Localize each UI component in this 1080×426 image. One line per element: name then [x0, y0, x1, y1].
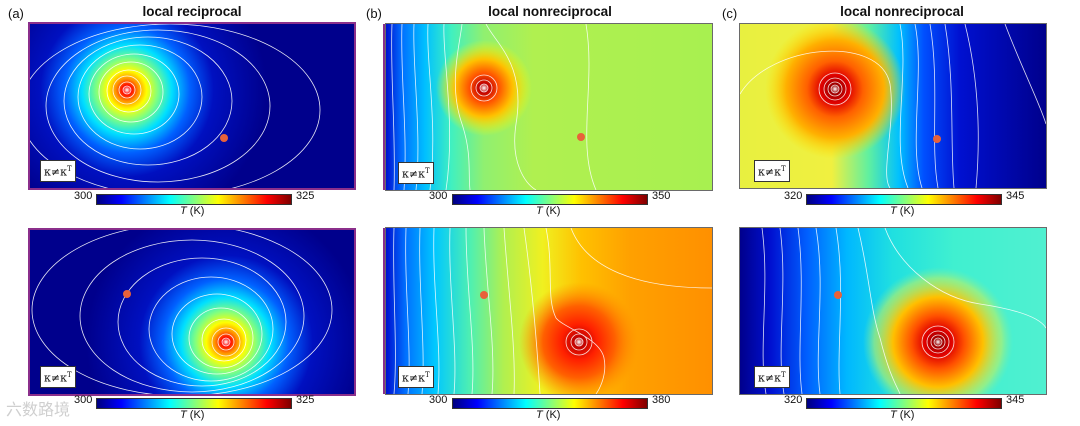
colorbar-c-top-min: 320 [784, 190, 803, 202]
plot-a-top [28, 22, 356, 190]
boundary-bar-b-top [383, 24, 386, 190]
marker-c-top [933, 135, 941, 143]
column-title-c: local nonreciprocal [840, 4, 964, 19]
colorbar-c-bottom-min: 320 [784, 394, 803, 406]
colorbar-a-top [96, 194, 292, 205]
colorbar-b-top-max: 350 [652, 190, 671, 202]
kappa-label-b-bottom: κ≠κT [398, 366, 434, 388]
plot-a-bottom [28, 228, 356, 396]
plot-c-bottom [739, 227, 1047, 395]
colorbar-a-bottom [96, 398, 292, 409]
colorbar-c-bottom-max: 345 [1006, 394, 1025, 406]
colorbar-a-top-max: 325 [296, 190, 315, 202]
marker-b-top [577, 133, 585, 141]
marker-b-bottom [480, 291, 488, 299]
colorbar-c-top [806, 194, 1002, 205]
watermark: 六数路境 [6, 400, 71, 419]
panel-letter-a: (a) [8, 6, 24, 21]
marker-c-bottom [834, 291, 842, 299]
colorbar-a-top-title: T (K) [180, 205, 205, 217]
kappa-label-c-bottom: κ≠κT [754, 366, 790, 388]
column-title-b: local nonreciprocal [488, 4, 612, 19]
kappa-label-a-bottom: κ≠κT [40, 366, 76, 388]
colorbar-b-bottom-max: 380 [652, 394, 671, 406]
colorbar-a-top-min: 300 [74, 190, 93, 202]
colorbar-b-top-min: 300 [429, 190, 448, 202]
colorbar-b-bottom-min: 300 [429, 394, 448, 406]
colorbar-b-bottom [452, 398, 648, 409]
colorbar-a-bottom-max: 325 [296, 394, 315, 406]
plot-b-bottom [385, 227, 713, 395]
kappa-label-a-top: κ≠κT [40, 160, 76, 182]
kappa-label-b-top: κ≠κT [398, 162, 434, 184]
boundary-bar-b-bottom [383, 228, 386, 394]
colorbar-c-top-max: 345 [1006, 190, 1025, 202]
colorbar-c-top-title: T (K) [890, 205, 915, 217]
colorbar-a-bottom-title: T (K) [180, 409, 205, 421]
panel-letter-b: (b) [366, 6, 382, 21]
plot-b-top [385, 23, 713, 191]
colorbar-b-top-title: T (K) [536, 205, 561, 217]
colorbar-a-bottom-min: 300 [74, 394, 93, 406]
marker-a-top [220, 134, 228, 142]
colorbar-b-top [452, 194, 648, 205]
plot-c-top [739, 23, 1047, 189]
panel-letter-c: (c) [722, 6, 738, 21]
marker-a-bottom [123, 290, 131, 298]
colorbar-c-bottom [806, 398, 1002, 409]
kappa-label-c-top: κ≠κT [754, 160, 790, 182]
colorbar-b-bottom-title: T (K) [536, 409, 561, 421]
column-title-a: local reciprocal [142, 4, 242, 19]
colorbar-c-bottom-title: T (K) [890, 409, 915, 421]
